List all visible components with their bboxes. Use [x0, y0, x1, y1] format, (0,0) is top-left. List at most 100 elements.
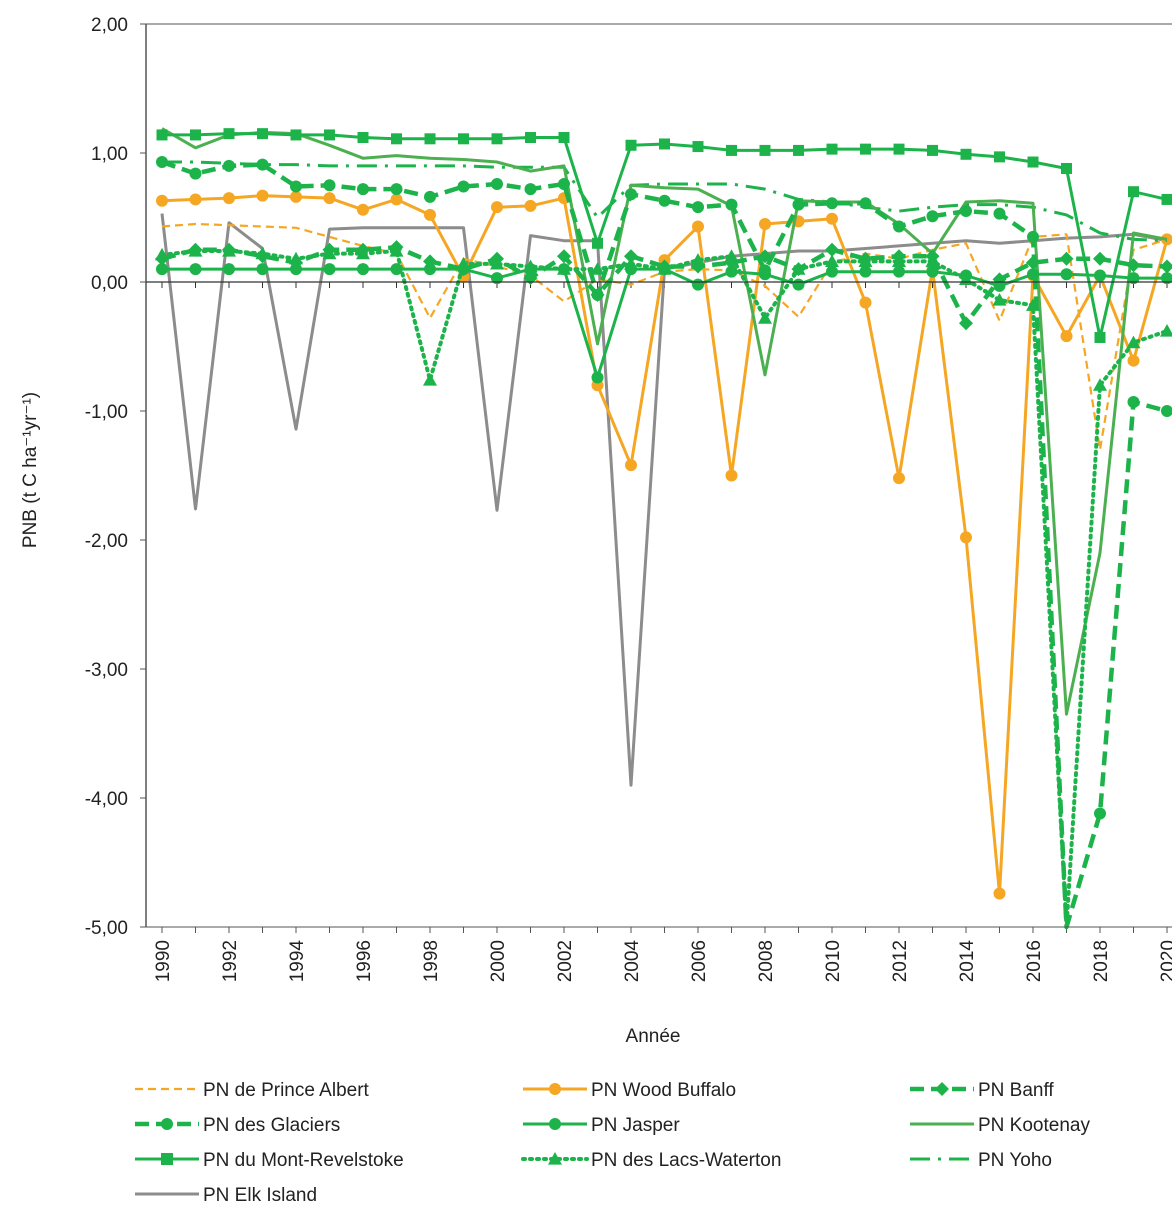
data-point [457, 263, 470, 276]
data-point [1060, 268, 1073, 281]
legend-label: PN des Lacs-Waterton [591, 1150, 781, 1171]
data-point [826, 143, 838, 155]
data-point [189, 167, 202, 180]
data-point [490, 251, 504, 266]
data-point [423, 373, 437, 386]
data-point [792, 198, 805, 211]
data-point [190, 129, 201, 141]
data-point [161, 1153, 173, 1165]
data-point [1127, 272, 1140, 285]
data-point [256, 263, 269, 276]
data-point [893, 265, 905, 278]
data-point [524, 183, 537, 196]
legend-label: PN Wood Buffalo [591, 1080, 736, 1101]
legend-label: PN Banff [978, 1080, 1054, 1101]
data-point [357, 263, 369, 276]
legend-item: PN Kootenay [910, 1115, 1090, 1136]
legend-label: PN de Prince Albert [203, 1080, 370, 1101]
data-point [692, 278, 704, 291]
data-point [893, 220, 905, 233]
data-point [860, 143, 871, 155]
data-point [290, 180, 302, 193]
axes [145, 23, 1172, 928]
x-tick-label: 1994 [287, 940, 308, 983]
data-point [960, 269, 972, 282]
data-point [826, 197, 838, 210]
data-point [859, 197, 872, 210]
legend-item: PN de Prince Albert [135, 1080, 370, 1101]
data-point [725, 198, 738, 211]
data-point [1161, 193, 1172, 205]
legend-item: PN Elk Island [135, 1185, 317, 1205]
x-tick-label: 2020 [1158, 940, 1172, 982]
data-point [659, 138, 670, 150]
data-point [558, 263, 570, 276]
data-point [691, 259, 705, 274]
data-point [925, 249, 940, 264]
data-point [927, 144, 938, 156]
data-point [892, 249, 906, 264]
x-tick-label: 2000 [488, 940, 509, 982]
data-point [458, 133, 469, 145]
data-point [156, 194, 168, 207]
legend-item: PN Wood Buffalo [523, 1080, 736, 1101]
data-point [357, 132, 369, 144]
x-tick-label: 1996 [354, 940, 375, 982]
data-point [960, 148, 972, 160]
data-point [724, 255, 739, 270]
legend-item: PN des Lacs-Waterton [521, 1150, 781, 1171]
y-tick-label: -1,00 [85, 402, 128, 423]
data-point [792, 278, 805, 291]
data-point [357, 183, 369, 196]
series-5 [156, 263, 1172, 384]
y-axis-title: PNB (t C ha⁻¹yr⁻¹) [20, 392, 41, 548]
x-tick-label: 1998 [421, 940, 442, 982]
data-point [390, 183, 403, 196]
data-point [926, 265, 939, 278]
x-tick-label: 1990 [153, 940, 174, 982]
legend-label: PN Elk Island [203, 1185, 317, 1205]
y-tick-label: -5,00 [85, 918, 128, 939]
data-point [188, 242, 203, 257]
data-point [993, 279, 1006, 292]
data-point [692, 141, 704, 153]
x-tick-label: 2016 [1024, 940, 1045, 982]
data-point [1127, 354, 1140, 367]
data-point [424, 190, 436, 203]
data-point [994, 151, 1005, 163]
data-point [759, 268, 771, 281]
data-point [825, 242, 839, 257]
data-point [1061, 162, 1072, 174]
x-tick-label: 2018 [1091, 940, 1112, 982]
series-line [160, 213, 1168, 787]
data-point [826, 212, 838, 225]
data-point [524, 199, 537, 212]
data-point [491, 201, 503, 214]
legend-item: PN du Mont-Revelstoke [135, 1150, 404, 1171]
data-point [624, 249, 638, 264]
data-point [424, 208, 436, 221]
data-point [323, 192, 336, 205]
y-axis-ticks: 2,00 1,00 0,00 -1,00 -2,00 -3,00 -4,00 -5,00 [85, 15, 146, 939]
legend-label: PN Jasper [591, 1115, 680, 1136]
data-point [424, 133, 436, 145]
legend-item: PN Banff [910, 1080, 1054, 1101]
data-point [960, 531, 972, 544]
data-point [223, 128, 235, 140]
data-point [759, 144, 771, 156]
data-point [525, 132, 536, 144]
data-point [859, 265, 872, 278]
data-point [424, 263, 436, 276]
y-tick-label: -3,00 [85, 660, 128, 681]
data-point [255, 249, 270, 264]
data-point [524, 263, 537, 276]
x-tick-label: 2002 [555, 940, 576, 982]
data-point [858, 251, 873, 266]
data-point [1027, 268, 1039, 281]
data-point [1093, 251, 1107, 266]
x-tick-label: 2014 [957, 940, 978, 983]
data-point [222, 242, 236, 257]
data-point [625, 188, 637, 201]
data-point [893, 143, 905, 155]
data-point [290, 129, 302, 141]
